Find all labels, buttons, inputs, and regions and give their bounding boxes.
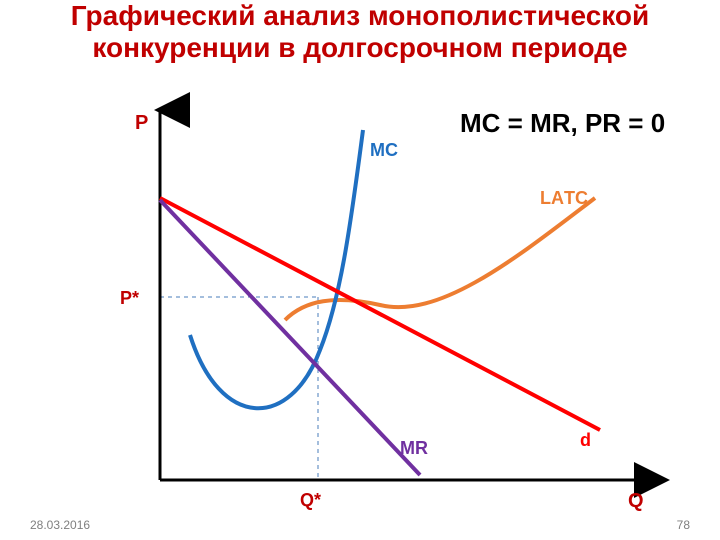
mc-curve: [190, 130, 363, 408]
mr-curve: [160, 200, 420, 475]
q-star-label: Q*: [300, 490, 321, 511]
mc-label: МС: [370, 140, 398, 161]
chart-canvas: [0, 0, 720, 540]
y-axis-label: P: [135, 112, 148, 135]
footer-page-number: 78: [677, 518, 690, 532]
latc-label: LAТС: [540, 188, 588, 209]
x-axis-label: Q: [628, 490, 644, 513]
demand-label: d: [580, 430, 591, 451]
footer-date: 28.03.2016: [30, 518, 90, 532]
p-star-label: P*: [120, 288, 139, 309]
latc-curve: [285, 198, 595, 320]
mr-label: МR: [400, 438, 428, 459]
